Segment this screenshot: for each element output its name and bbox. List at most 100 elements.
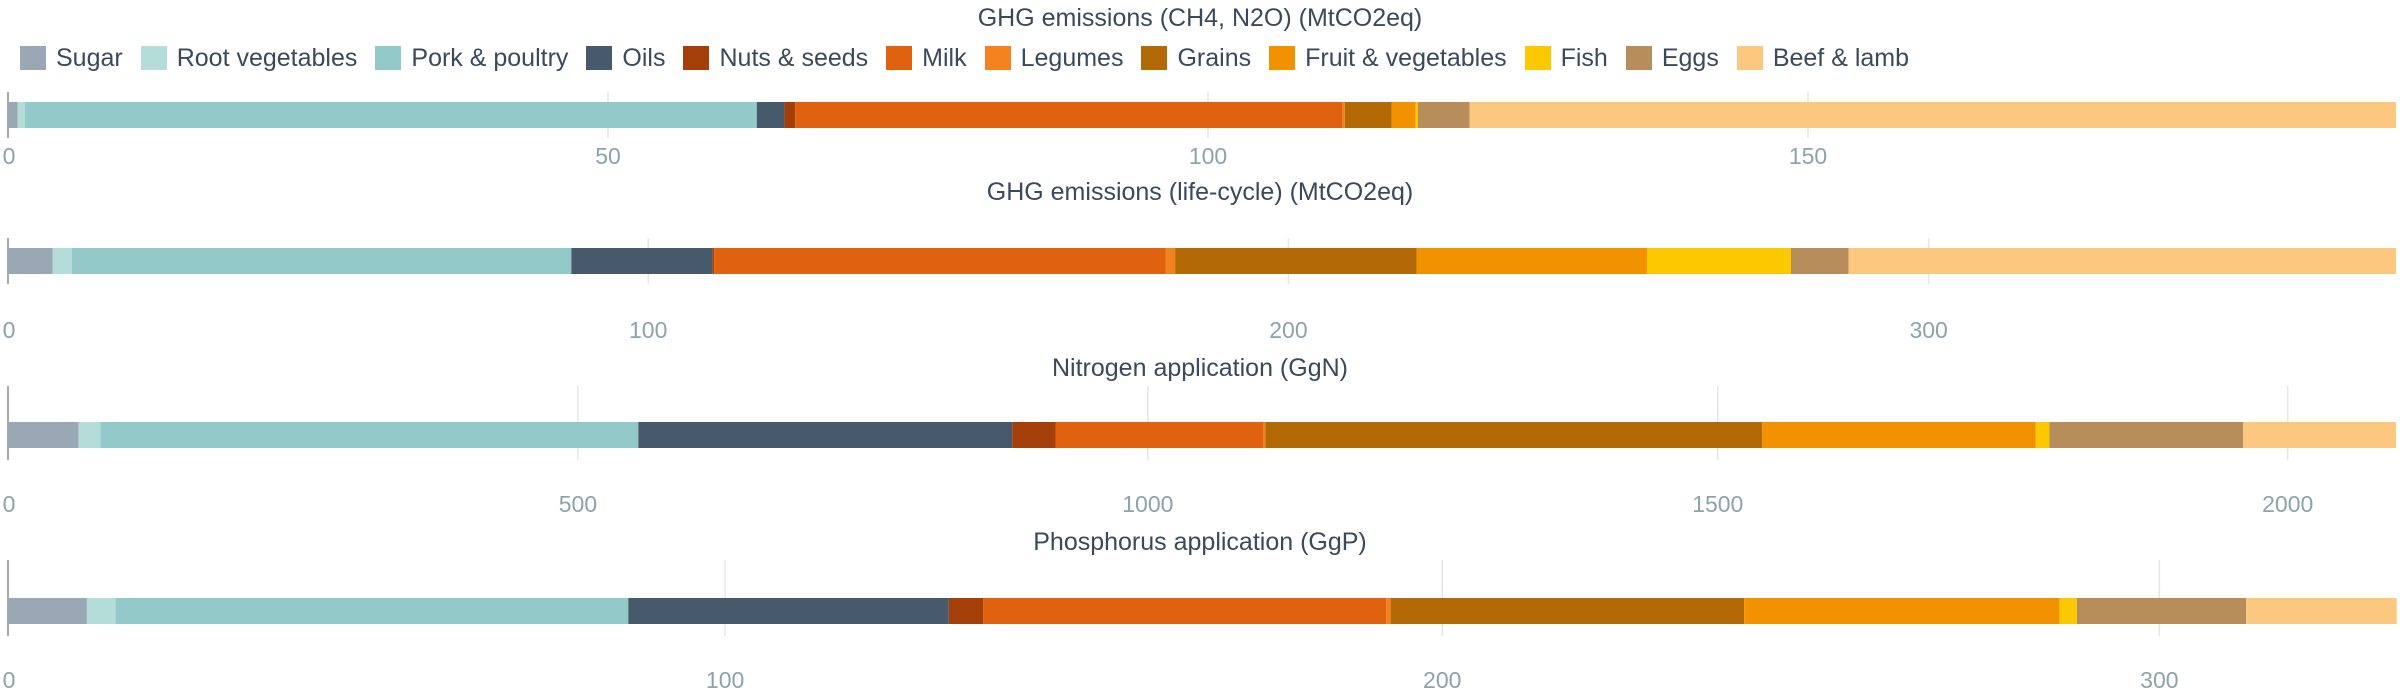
legend-item: Milk (886, 43, 967, 73)
tick-label: 300 (2140, 667, 2178, 693)
panel-title: GHG emissions (life-cycle) (MtCO2eq) (987, 178, 1413, 206)
bar-segment (1386, 598, 1391, 624)
legend-swatch (1625, 46, 1652, 70)
legend-label: Beef & lamb (1772, 43, 1910, 72)
bar-segment (100, 422, 639, 448)
legend-item: Pork & poultry (375, 44, 568, 73)
bar-segment (1175, 248, 1417, 274)
legend-item: Eggs (1625, 43, 1719, 73)
legend-item: Fish (1524, 43, 1608, 73)
bar-segment (571, 248, 713, 274)
legend-swatch (1524, 46, 1551, 70)
bar-segment (2246, 598, 2397, 624)
bar-segment (1391, 102, 1416, 128)
bar-segment (1646, 248, 1791, 274)
bar-segment (1848, 248, 2396, 274)
bar-segment (1790, 248, 1849, 274)
legend-label: Sugar (56, 43, 123, 72)
bar-segment (2059, 598, 2077, 624)
tick-label: 200 (1423, 667, 1461, 693)
bar-segment (1265, 422, 1763, 448)
chart-legend: Sugar Root vegetables Pork & poultry Oils Nu… (20, 38, 1927, 78)
bar-segment (712, 248, 715, 274)
tick-label: 1500 (1692, 491, 1743, 517)
bar-segment (72, 248, 572, 274)
tick-label: 500 (559, 491, 597, 517)
legend-label: Oils (622, 43, 666, 72)
tick-label: 150 (1789, 143, 1827, 169)
bar-segment (1744, 598, 2060, 624)
bar-segment (983, 598, 1387, 624)
bar-segment (8, 102, 18, 128)
bar-segment (1262, 422, 1266, 448)
bar-segment (1390, 598, 1745, 624)
legend-item: Nuts & seeds (683, 44, 868, 73)
tick-label: 0 (3, 143, 16, 169)
bar-segment (8, 598, 87, 624)
bar-segment (52, 248, 73, 274)
legend-swatch (375, 46, 402, 70)
bar-segment (784, 102, 796, 128)
tick-label: 0 (3, 491, 16, 517)
bar-segment (78, 422, 101, 448)
bar-segment (628, 598, 949, 624)
tick-label: 100 (706, 667, 744, 693)
legend-item: Grains (1141, 44, 1251, 73)
legend-item: Beef & lamb (1736, 43, 1910, 73)
bar-segment (8, 422, 79, 448)
tick-label: 0 (3, 667, 16, 693)
bar-segment (86, 598, 116, 624)
legend-label: Fish (1560, 43, 1608, 72)
bar-segment (1469, 102, 2396, 128)
legend-label: Nuts & seeds (719, 43, 869, 72)
tick-label: 2000 (2262, 491, 2313, 517)
bar-segment (1055, 422, 1263, 448)
legend-item: Legumes (984, 43, 1124, 73)
legend-label: Grains (1177, 43, 1252, 72)
bar-segment (2243, 422, 2396, 448)
panel-title: GHG emissions (CH4, N2O) (MtCO2eq) (978, 4, 1423, 32)
legend-swatch (20, 46, 46, 70)
bar-segment (1012, 422, 1056, 448)
panel-title: Phosphorus application (GgP) (1033, 528, 1367, 556)
bar-segment (714, 248, 1166, 274)
legend-swatch (1736, 46, 1763, 70)
bar-segment (638, 422, 1013, 448)
tick-label: 0 (3, 317, 16, 343)
tick-label: 200 (1269, 317, 1307, 343)
bar-segment (2049, 422, 2244, 448)
legend-item: Root vegetables (140, 43, 358, 73)
tick-label: 300 (1909, 317, 1947, 343)
bar-segment (948, 598, 984, 624)
legend-label: Milk (922, 43, 967, 72)
bar-segment (1418, 102, 1470, 128)
legend-label: Root vegetables (176, 43, 358, 72)
bar-segment (1415, 102, 1418, 128)
tick-label: 1000 (1122, 491, 1173, 517)
bar-segment (17, 102, 25, 128)
legend-swatch (984, 46, 1011, 70)
tick-label: 50 (595, 143, 621, 169)
bar-segment (2035, 422, 2050, 448)
legend-swatch (586, 46, 613, 70)
legend-label: Pork & poultry (411, 43, 569, 72)
bar-segment (1344, 102, 1392, 128)
legend-swatch (683, 46, 710, 70)
legend-item: Fruit & vegetables (1269, 44, 1507, 73)
tick-label: 100 (1189, 143, 1227, 169)
bar-segment (1165, 248, 1176, 274)
legend-swatch (140, 46, 167, 70)
bar-segment (1342, 102, 1345, 128)
legend-label: Legumes (1020, 43, 1124, 72)
legend-swatch (1141, 46, 1168, 70)
tick-label: 100 (629, 317, 667, 343)
bar-segment (8, 248, 53, 274)
bar-segment (1416, 248, 1647, 274)
legend-swatch (886, 46, 913, 70)
legend-label: Fruit & vegetables (1305, 43, 1507, 72)
legend-label: Eggs (1661, 43, 1719, 72)
bar-segment (795, 102, 1343, 128)
bar-segment (756, 102, 785, 128)
bar-segment (2076, 598, 2247, 624)
legend-item: Sugar (20, 44, 123, 73)
